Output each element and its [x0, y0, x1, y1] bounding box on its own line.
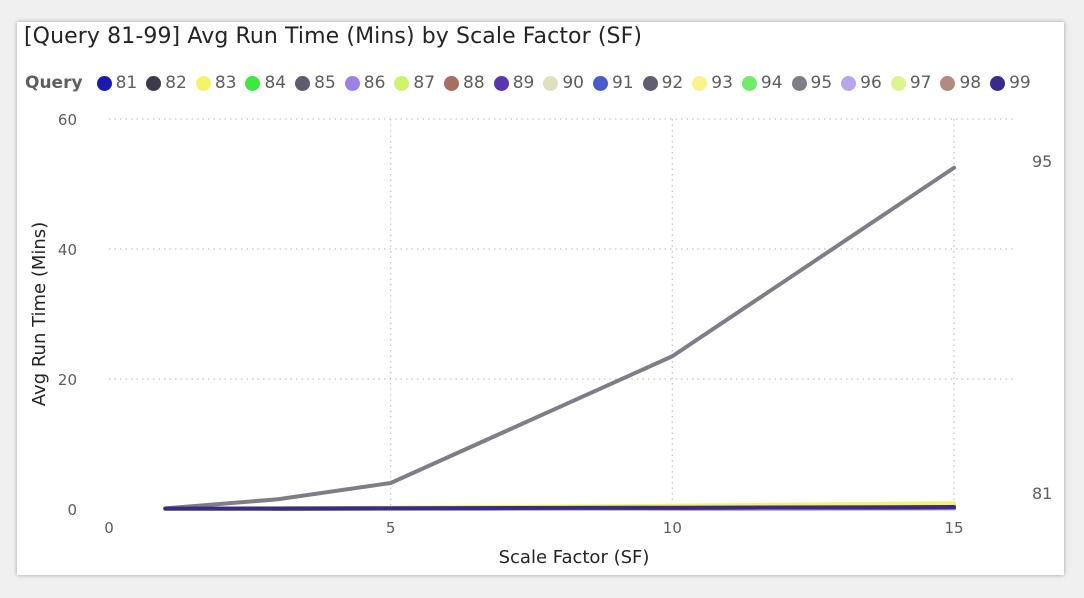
- legend-swatch: [940, 75, 956, 91]
- legend-swatch: [394, 75, 410, 91]
- x-tick-label: 10: [663, 519, 682, 537]
- tick-labels: 0 20 40 60 0 5 10 15: [58, 111, 964, 537]
- legend-label: 85: [314, 73, 336, 93]
- legend-swatch: [592, 75, 608, 91]
- legend-swatch: [741, 75, 757, 91]
- legend-label: 93: [711, 73, 733, 93]
- legend-swatch: [642, 75, 658, 91]
- legend-item-84[interactable]: 84: [245, 73, 286, 93]
- x-axis-title: Scale Factor (SF): [499, 547, 650, 568]
- legend: Query 81 82 83 84 85 86 87 88 89 90 91 92 93 94 95 96 97…: [25, 71, 1040, 95]
- legend-label: 87: [413, 73, 436, 93]
- gridlines: [109, 118, 1014, 509]
- legend-swatch: [146, 75, 162, 91]
- legend-swatch: [692, 75, 708, 91]
- legend-swatch: [344, 75, 360, 91]
- legend-label: 81: [115, 73, 138, 93]
- end-labels: 95 81: [1032, 152, 1052, 503]
- legend-swatch: [195, 75, 211, 91]
- x-tick-label: 5: [386, 519, 396, 537]
- x-tick-label: 15: [944, 519, 963, 537]
- legend-label: 86: [363, 73, 386, 93]
- legend-label: 98: [959, 73, 982, 93]
- end-label-81: 81: [1032, 484, 1052, 503]
- legend-item-81[interactable]: 81: [96, 73, 138, 93]
- legend-label: 97: [909, 73, 932, 93]
- legend-label: 95: [810, 73, 833, 93]
- legend-item-83[interactable]: 83: [195, 73, 237, 93]
- y-tick-label: 0: [67, 501, 77, 519]
- legend-item-97[interactable]: 97: [890, 73, 932, 93]
- legend-swatch: [890, 75, 906, 91]
- legend-label: 84: [264, 73, 287, 93]
- y-tick-label: 40: [58, 241, 77, 259]
- legend-item-93[interactable]: 93: [692, 73, 733, 93]
- legend-swatch: [841, 75, 857, 91]
- legend-label: 92: [661, 73, 684, 93]
- legend-items: 81 82 83 84 85 86 87 88 89 90 91 92 93 94 95 96 97 98 99: [96, 73, 1040, 93]
- series-line-95[interactable]: [163, 165, 956, 511]
- legend-title: Query: [25, 73, 83, 93]
- legend-item-85[interactable]: 85: [295, 73, 336, 93]
- legend-item-90[interactable]: 90: [543, 73, 584, 93]
- legend-label: 82: [165, 73, 187, 93]
- legend-label: 90: [562, 73, 584, 93]
- legend-item-94[interactable]: 94: [741, 73, 783, 93]
- legend-item-98[interactable]: 98: [940, 73, 981, 93]
- legend-item-89[interactable]: 89: [493, 73, 535, 93]
- chart-card: [17, 22, 1064, 575]
- legend-item-96[interactable]: 96: [841, 73, 882, 93]
- y-axis-title: Avg Run Time (Mins): [29, 222, 50, 406]
- legend-label: 83: [214, 73, 237, 93]
- legend-swatch: [245, 75, 261, 91]
- legend-item-99[interactable]: 99: [990, 73, 1031, 93]
- legend-label: 91: [611, 73, 634, 93]
- legend-item-91[interactable]: 91: [592, 73, 634, 93]
- legend-label: 99: [1009, 73, 1031, 93]
- legend-label: 96: [860, 73, 882, 93]
- legend-item-92[interactable]: 92: [642, 73, 684, 93]
- x-tick-label: 0: [104, 519, 114, 537]
- legend-item-88[interactable]: 88: [444, 73, 485, 93]
- legend-label: 94: [760, 73, 783, 93]
- legend-item-82[interactable]: 82: [146, 73, 187, 93]
- legend-swatch: [493, 75, 509, 91]
- legend-swatch: [990, 75, 1006, 91]
- legend-swatch: [295, 75, 311, 91]
- chart-title: [Query 81-99] Avg Run Time (Mins) by Sca…: [24, 24, 643, 49]
- y-tick-label: 20: [58, 371, 77, 389]
- legend-label: 89: [512, 73, 535, 93]
- legend-swatch: [543, 75, 559, 91]
- legend-label: 88: [463, 73, 485, 93]
- series-line-99-top[interactable]: [163, 505, 956, 511]
- y-tick-label: 60: [58, 111, 77, 129]
- end-label-95: 95: [1032, 152, 1052, 171]
- legend-swatch: [791, 75, 807, 91]
- series-lines: [163, 165, 956, 511]
- legend-item-95[interactable]: 95: [791, 73, 833, 93]
- legend-swatch: [444, 75, 460, 91]
- legend-swatch: [96, 75, 112, 91]
- legend-item-86[interactable]: 86: [344, 73, 386, 93]
- legend-item-87[interactable]: 87: [394, 73, 435, 93]
